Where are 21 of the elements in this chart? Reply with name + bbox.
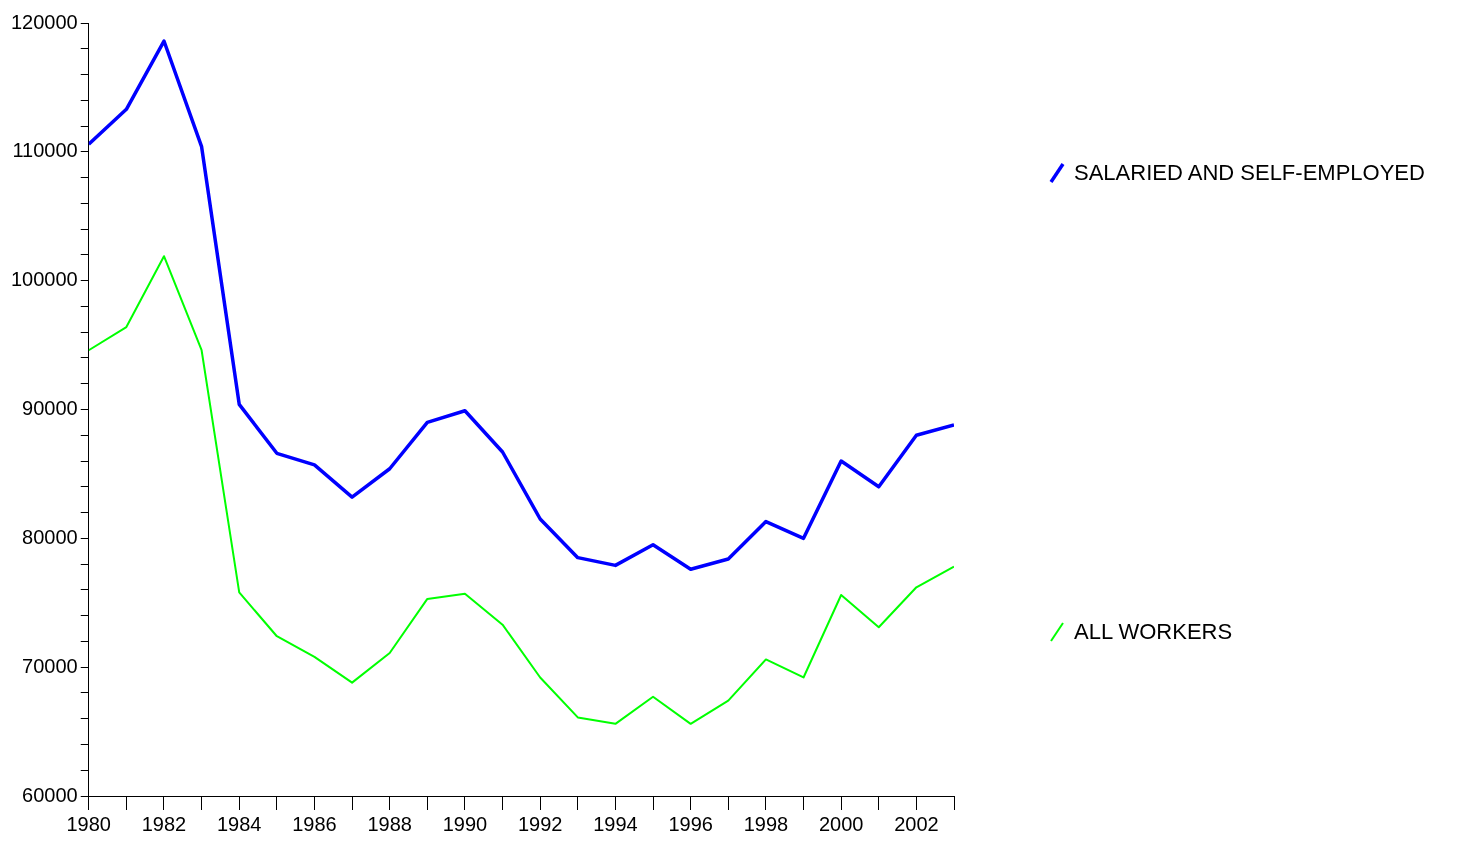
x-tick-label: 1982 [141,812,187,835]
x-tick-label: 1996 [668,812,713,835]
y-tick-label: 110000 [12,139,78,162]
x-tick-label: 1984 [216,812,262,835]
y-tick-label: 90000 [22,397,78,420]
x-tick-label: 2000 [818,812,864,835]
legend-label: SALARIED AND SELF-EMPLOYED [1074,160,1425,186]
x-tick-label: 1990 [442,812,488,835]
x-tick-label: 1988 [367,812,412,835]
y-tick-label: 100000 [10,268,78,291]
x-tick-label: 1994 [593,812,638,835]
y-tick-label: 60000 [22,783,78,806]
y-tick-label: 80000 [22,525,78,548]
x-tick-label: 1980 [66,812,111,835]
x-tick-label: 1986 [292,812,337,835]
x-tick-label: 2002 [894,812,939,835]
y-tick-label: 70000 [22,654,78,677]
legend-label: ALL WORKERS [1074,619,1233,645]
x-tick-label: 1992 [517,812,563,835]
y-tick-label: 120000 [10,10,78,33]
x-tick-label: 1998 [743,812,789,835]
